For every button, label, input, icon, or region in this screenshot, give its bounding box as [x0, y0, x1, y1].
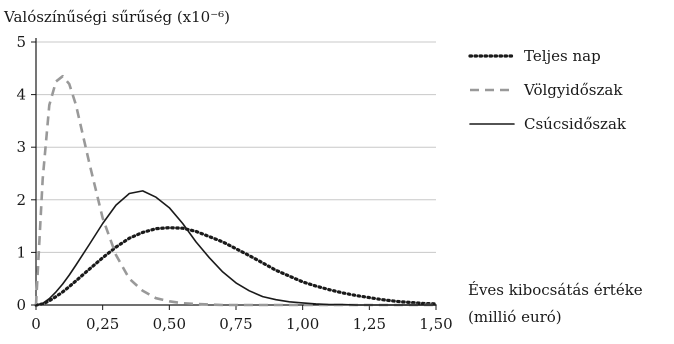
y-axis-label: Valószínűségi sűrűség (x10⁻⁶)	[3, 8, 230, 26]
axes: 0 1 2 3 4 5 0 0,25 0,50 0,75 1,00 1,25 1,50	[16, 33, 452, 333]
legend-label-1: Teljes nap	[524, 47, 601, 65]
series-line-1	[34, 226, 438, 307]
legend-label-3: Csúcsidőszak	[524, 115, 627, 133]
x-tick-label: 0	[31, 315, 41, 333]
series-line-3	[35, 190, 437, 306]
legend: Teljes nap Völgyidőszak Csúcsidőszak	[468, 47, 627, 133]
y-tick-label: 4	[16, 86, 26, 104]
x-tick-label: 1,00	[286, 315, 319, 333]
x-tick-label: 0,75	[219, 315, 252, 333]
x-tick-label: 0,25	[86, 315, 119, 333]
series-lines	[34, 74, 438, 307]
y-tick-label: 3	[16, 138, 26, 156]
y-tick-label: 1	[16, 243, 26, 261]
x-axis-label-line2: (millió euró)	[468, 308, 562, 326]
series-line-2	[34, 74, 436, 307]
y-tick-label: 0	[16, 296, 26, 314]
legend-label-2: Völgyidőszak	[523, 81, 623, 99]
y-tick-label: 5	[16, 33, 26, 51]
y-tick-label: 2	[16, 191, 26, 209]
x-tick-label: 0,50	[153, 315, 186, 333]
x-axis-label-line1: Éves kibocsátás értéke	[468, 281, 643, 299]
x-tick-label: 1,25	[353, 315, 386, 333]
x-tick-label: 1,50	[419, 315, 452, 333]
gridlines	[36, 41, 436, 253]
